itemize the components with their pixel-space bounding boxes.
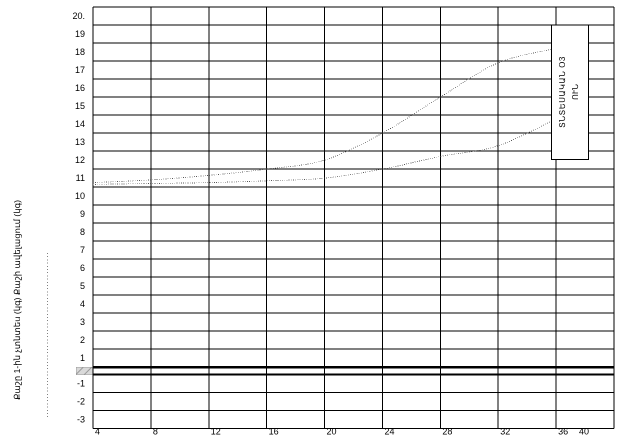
svg-text:17: 17	[75, 65, 85, 75]
svg-text:7: 7	[80, 245, 85, 255]
svg-text:3: 3	[80, 317, 85, 327]
svg-text:9: 9	[80, 209, 85, 219]
svg-text:12: 12	[75, 155, 85, 165]
svg-text:6: 6	[80, 263, 85, 273]
svg-text:15: 15	[75, 101, 85, 111]
svg-text:-3: -3	[77, 415, 85, 425]
svg-text:1: 1	[80, 353, 85, 363]
svg-text:40: 40	[579, 427, 589, 437]
svg-text:8: 8	[80, 227, 85, 237]
svg-text:19: 19	[75, 29, 85, 39]
svg-text:32: 32	[500, 427, 510, 437]
svg-text:13: 13	[75, 137, 85, 147]
svg-text:4: 4	[80, 299, 85, 309]
svg-text:4: 4	[95, 427, 100, 437]
svg-text:36: 36	[558, 427, 568, 437]
svg-text:ՈՒՆ: ՈՒՆ	[571, 84, 580, 100]
svg-text:ՏՆՏԵՍԱԿԱՆ Օ3: ՏՆՏԵՍԱԿԱՆ Օ3	[558, 56, 567, 128]
svg-text:-2: -2	[77, 397, 85, 407]
svg-text:5: 5	[80, 281, 85, 291]
svg-text:16: 16	[269, 427, 279, 437]
svg-text:28: 28	[442, 427, 452, 437]
svg-text:20.: 20.	[72, 11, 85, 21]
svg-text:2: 2	[80, 335, 85, 345]
svg-text:14: 14	[75, 119, 85, 129]
svg-text:12: 12	[211, 427, 221, 437]
svg-text:Քաշը 1-ին չտնտես (կգ) Քաշի ավե: Քաշը 1-ին չտնտես (կգ) Քաշի ավելացում (կգ…	[12, 200, 22, 400]
svg-text:16: 16	[75, 83, 85, 93]
svg-text:11: 11	[76, 173, 85, 183]
svg-text:-1: -1	[77, 379, 85, 389]
svg-text:8: 8	[153, 427, 158, 437]
svg-text:24: 24	[384, 427, 394, 437]
svg-text:18: 18	[75, 47, 85, 57]
svg-text:20: 20	[327, 427, 337, 437]
svg-text:10: 10	[75, 191, 85, 201]
